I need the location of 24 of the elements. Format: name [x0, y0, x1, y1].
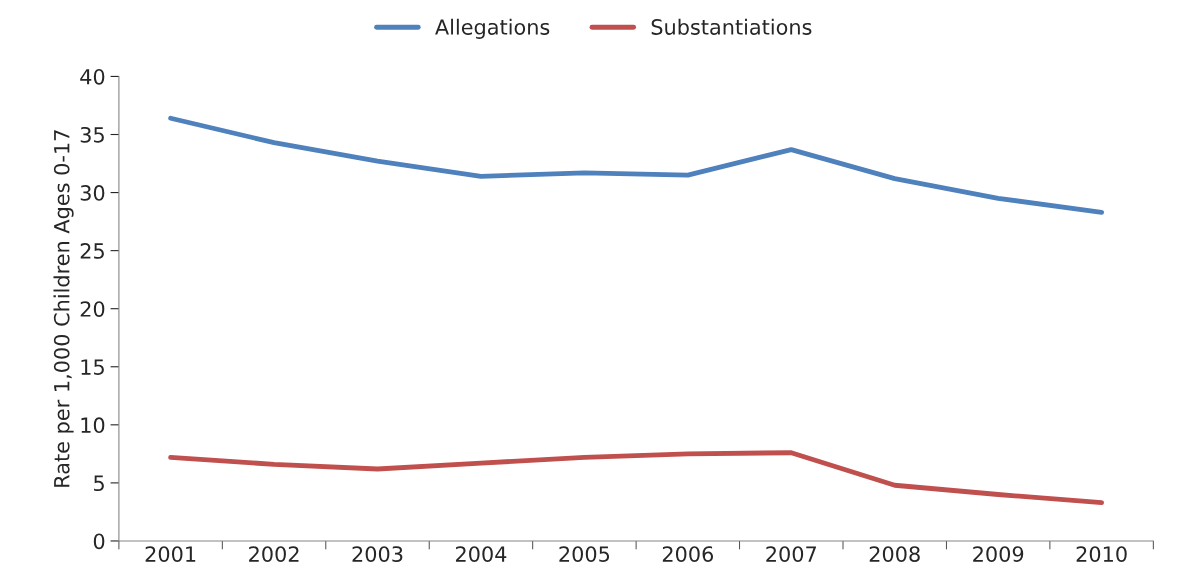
x-tick-label: 2002 — [249, 546, 299, 562]
y-tick-label: 0 — [93, 533, 105, 550]
y-tick-label: 40 — [80, 68, 105, 85]
x-tick-label: 2006 — [662, 546, 714, 562]
x-tick-label: 2004 — [455, 546, 507, 562]
y-tick-label: 15 — [81, 359, 104, 375]
x-tick-label: 2007 — [766, 546, 817, 562]
line-series — [168, 450, 1105, 506]
y-tick-label: 20 — [80, 301, 105, 317]
x-tick-label: 2003 — [352, 546, 403, 562]
y-axis-title: Rate per 1,000 Children Ages 0-17 — [53, 130, 74, 487]
y-tick-label: 30 — [80, 185, 105, 201]
line-series — [168, 115, 1105, 215]
x-tick-label: 2008 — [869, 546, 920, 562]
legend-label: Allegations — [435, 18, 550, 39]
legend-label: Substantiations — [651, 18, 812, 35]
y-tick-label: 25 — [80, 243, 104, 259]
x-tick-label: 2005 — [559, 546, 610, 562]
x-tick-label: 2010 — [1076, 546, 1127, 562]
y-tick-label: 35 — [80, 126, 104, 143]
x-tick-label: 2001 — [145, 546, 196, 562]
x-tick-label: 2009 — [973, 546, 1024, 562]
y-tick-label: 10 — [81, 417, 105, 434]
y-tick-label: 5 — [94, 475, 104, 492]
